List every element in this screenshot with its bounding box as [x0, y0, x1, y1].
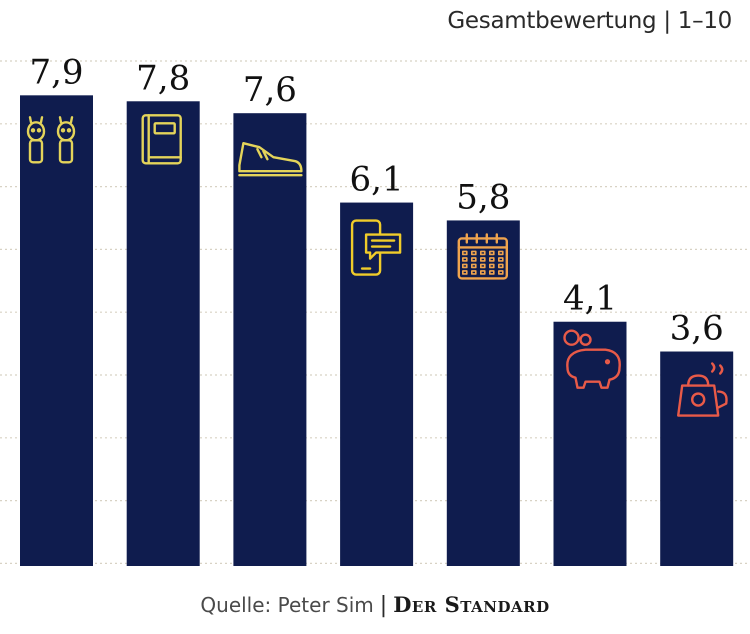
- bars: [20, 95, 734, 566]
- bar-7: [660, 351, 734, 566]
- bar-3: [233, 113, 307, 566]
- rabbit-toys-icon: [26, 116, 76, 164]
- value-label-6: 4,1: [563, 279, 617, 319]
- value-label-5: 5,8: [456, 177, 510, 217]
- bar-icons: [26, 114, 728, 417]
- kettle-icon: [677, 362, 728, 417]
- value-label-1: 7,9: [29, 52, 83, 92]
- piggy-bank-icon: [563, 329, 621, 389]
- bar-chart: 7,9 7,8 7,6 6,1 5,8 4,1 3,6: [0, 52, 750, 566]
- chart-title: Gesamtbewertung | 1–10: [447, 8, 732, 34]
- value-labels: 7,9 7,8 7,6 6,1 5,8 4,1 3,6: [29, 52, 723, 348]
- source-separator: |: [379, 593, 388, 618]
- source-text: Quelle: Peter Sim: [200, 593, 374, 617]
- shoe-icon: [238, 141, 303, 177]
- value-label-4: 6,1: [350, 160, 404, 200]
- source-line: Quelle: Peter Sim | Der Standard: [0, 592, 750, 618]
- book-icon: [141, 114, 182, 165]
- value-label-3: 7,6: [243, 70, 297, 110]
- bar-1: [20, 95, 93, 566]
- bar-6: [553, 321, 627, 566]
- calendar-icon: [457, 233, 508, 280]
- value-label-2: 7,8: [136, 58, 190, 98]
- bar-2: [126, 101, 200, 566]
- value-label-7: 3,6: [670, 309, 724, 349]
- brand-logo: Der Standard: [393, 592, 550, 617]
- phone-chat-icon: [350, 219, 402, 276]
